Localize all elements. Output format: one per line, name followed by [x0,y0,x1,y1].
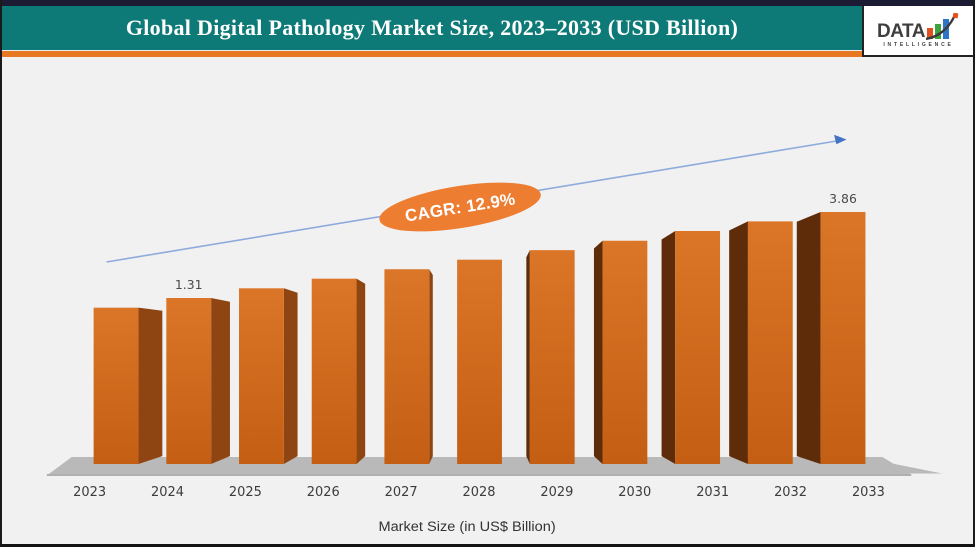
trend-arrowhead-icon [834,134,847,145]
x-tick-2030: 2030 [618,485,651,500]
chart-title: Global Digital Pathology Market Size, 20… [125,15,739,40]
bar-side-face [729,221,748,464]
bar-side-face [429,269,433,464]
bar-2023 [93,307,163,464]
bar-value-label-2033: 3.86 [829,191,857,206]
floor-shadow [864,458,943,474]
x-tick-2033: 2033 [852,485,885,500]
cagr-ellipse [379,182,541,232]
cagr-badge: CAGR: 12.9% [379,182,541,232]
bar-side-face [138,307,163,464]
bar-side-face [661,230,676,464]
bar-value-label-2024: 1.31 [175,277,203,292]
x-tick-2032: 2032 [774,485,807,500]
x-tick-2031: 2031 [696,485,729,500]
logo-chart-icon [925,13,959,41]
bar-2032 [729,221,793,464]
x-tick-2024: 2024 [151,485,184,500]
bar-front-face [602,240,648,464]
bar-front-face [529,250,575,464]
x-tick-2029: 2029 [540,485,573,500]
bar-side-face [283,288,298,464]
bar-2031 [661,230,721,464]
bar-side-face [796,211,821,464]
logo-brand-text: DATA [877,21,925,42]
bar-front-face [93,307,139,464]
x-tick-2026: 2026 [307,485,340,500]
x-tick-2027: 2027 [385,485,418,500]
x-tick-2025: 2025 [229,485,262,500]
title-band: Global Digital Pathology Market Size, 20… [2,6,862,57]
bar-2030 [593,240,648,464]
x-tick-2028: 2028 [463,485,496,500]
bar-2024 [166,298,230,464]
logo-sub-text: INTELLIGENCE [883,42,954,48]
bar-front-face [311,278,357,464]
bar-front-face [820,211,866,464]
bar-front-face [675,230,721,464]
bar-2028 [457,259,502,464]
bar-2025 [239,288,298,464]
bar-2029 [526,250,575,464]
bar-2027 [384,269,433,464]
bar-side-face [593,240,603,464]
top-border-strip [2,0,973,6]
bar-side-face [211,298,230,464]
bar-front-face [166,298,212,464]
bar-2026 [311,278,366,464]
bar-front-face [384,269,430,464]
brand-logo: DATA INTELLIGENCE [862,6,973,57]
bar-2033 [796,211,866,464]
header: Global Digital Pathology Market Size, 20… [2,6,973,57]
bar-front-face [239,288,284,464]
x-tick-2023: 2023 [73,485,106,500]
bar-front-face [747,221,793,464]
header-accent-stripe [2,50,862,57]
bar-chart: 2023 1.31 2024 2025 2026 2027 2028 2029 2030 2031… [46,134,943,534]
logo-top-row: DATA [877,13,960,41]
title-banner: Global Digital Pathology Market Size, 20… [2,6,862,50]
bar-front-face [457,259,502,464]
bar-side-face [526,250,530,464]
x-axis-title: Market Size (in US$ Billion) [378,518,555,534]
bar-side-face [356,278,366,464]
